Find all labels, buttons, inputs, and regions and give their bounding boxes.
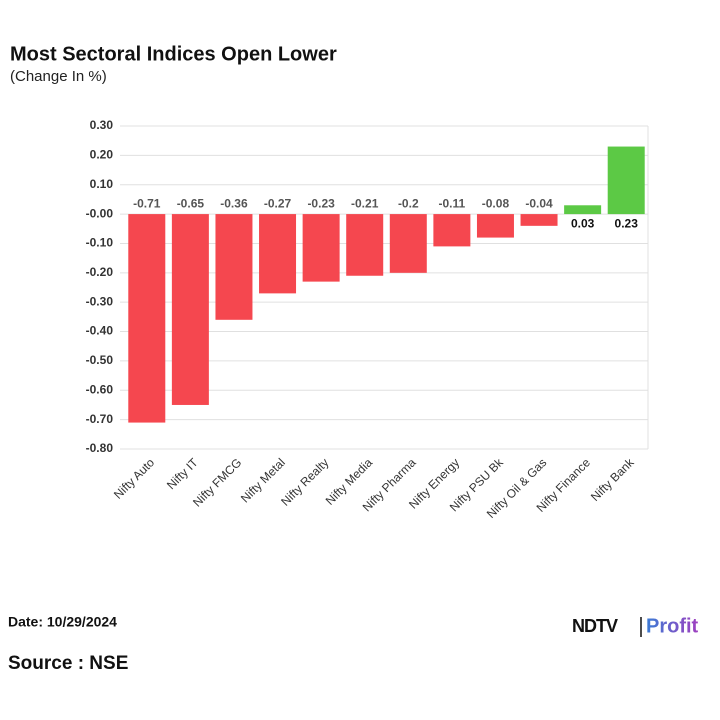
value-label: -0.36	[220, 196, 248, 210]
bar	[215, 214, 253, 320]
bar	[259, 214, 297, 294]
x-tick-label: Nifty Auto	[111, 455, 157, 501]
chart-subtitle: (Change In %)	[10, 68, 107, 85]
y-tick-label: -0.00	[86, 206, 114, 220]
y-tick-label: -0.70	[86, 412, 114, 426]
y-tick-label: -0.80	[86, 441, 114, 455]
bar	[128, 214, 166, 423]
value-label: -0.08	[482, 196, 510, 210]
bar	[389, 214, 427, 273]
x-tick-label: Nifty IT	[164, 455, 201, 492]
y-tick-label: -0.40	[86, 324, 114, 338]
y-tick-label: 0.20	[90, 148, 114, 162]
y-tick-label: 0.30	[90, 118, 114, 132]
bar	[607, 146, 645, 215]
source: Source : NSE	[8, 653, 128, 674]
value-label: -0.04	[525, 196, 553, 210]
y-tick-label: -0.50	[86, 353, 114, 367]
value-label: -0.65	[177, 196, 205, 210]
value-label: -0.11	[439, 196, 466, 210]
x-tick-label: Nifty Realty	[278, 455, 331, 508]
brand-profit: Profit	[646, 615, 699, 637]
brand-ndtv: NDTV	[572, 616, 618, 636]
value-label: 0.03	[571, 216, 595, 230]
y-tick-label: -0.30	[86, 294, 114, 308]
bar	[564, 205, 602, 215]
bar	[476, 214, 514, 238]
value-label: -0.27	[264, 196, 292, 210]
bar	[520, 214, 558, 226]
value-label: -0.21	[351, 196, 379, 210]
value-label: 0.23	[615, 216, 639, 230]
bar	[346, 214, 384, 276]
y-tick-label: -0.10	[86, 236, 114, 250]
chart-title: Most Sectoral Indices Open Lower	[10, 43, 337, 65]
y-tick-label: -0.20	[86, 265, 114, 279]
bar	[302, 214, 340, 282]
value-label: -0.2	[398, 196, 419, 210]
bar	[171, 214, 209, 405]
value-label: -0.71	[133, 196, 161, 210]
y-tick-label: -0.60	[86, 382, 114, 396]
date: Date: 10/29/2024	[8, 614, 117, 630]
x-tick-label: Nifty Bank	[588, 455, 637, 504]
bar	[433, 214, 471, 247]
y-tick-label: 0.10	[90, 177, 114, 191]
value-label: -0.23	[307, 196, 335, 210]
